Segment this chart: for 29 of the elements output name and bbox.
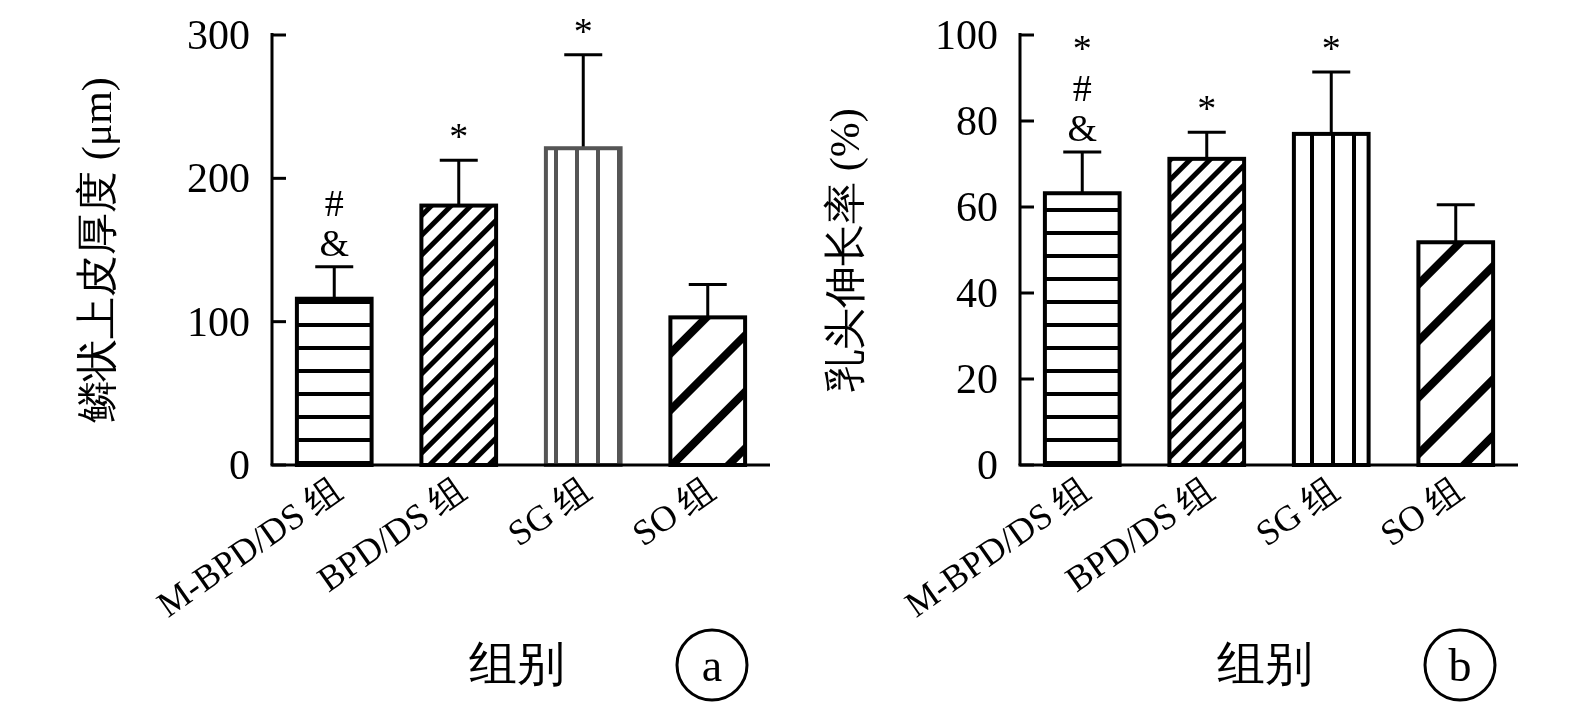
annotation: * xyxy=(1321,26,1341,69)
x-tick-label: SG 组 xyxy=(500,468,598,554)
y-tick-label: 300 xyxy=(187,12,250,58)
x-tick-label: SG 组 xyxy=(1248,468,1346,554)
annotation: & xyxy=(1067,106,1098,149)
x-tick-label: SO 组 xyxy=(624,468,723,554)
annotation: * xyxy=(1072,26,1092,69)
x-axis-title: 组别 xyxy=(1217,637,1313,690)
annotation: * xyxy=(1197,87,1217,130)
annotation: * xyxy=(573,9,593,52)
y-tick-label: 20 xyxy=(956,356,998,402)
x-tick-label: SO 组 xyxy=(1372,468,1471,554)
annotation: # xyxy=(1072,66,1092,109)
y-tick-label: 40 xyxy=(956,270,998,316)
y-tick-label: 0 xyxy=(977,442,998,488)
y-tick-label: 100 xyxy=(935,12,998,58)
y-axis-title: 乳头伸长率 (%) xyxy=(822,108,869,392)
y-tick-label: 200 xyxy=(187,155,250,202)
y-tick-label: 100 xyxy=(187,298,250,345)
annotation: # xyxy=(324,181,344,224)
text: a xyxy=(701,639,723,691)
annotation: & xyxy=(319,221,350,264)
y-tick-label: 0 xyxy=(229,442,250,488)
x-axis-title: 组别 xyxy=(469,637,565,690)
y-tick-label: 80 xyxy=(956,98,998,144)
annotation: * xyxy=(449,115,469,158)
y-axis-title: 鳞状上皮厚度 (μm) xyxy=(74,77,121,423)
y-tick-label: 60 xyxy=(956,184,998,230)
text: b xyxy=(1448,639,1472,691)
